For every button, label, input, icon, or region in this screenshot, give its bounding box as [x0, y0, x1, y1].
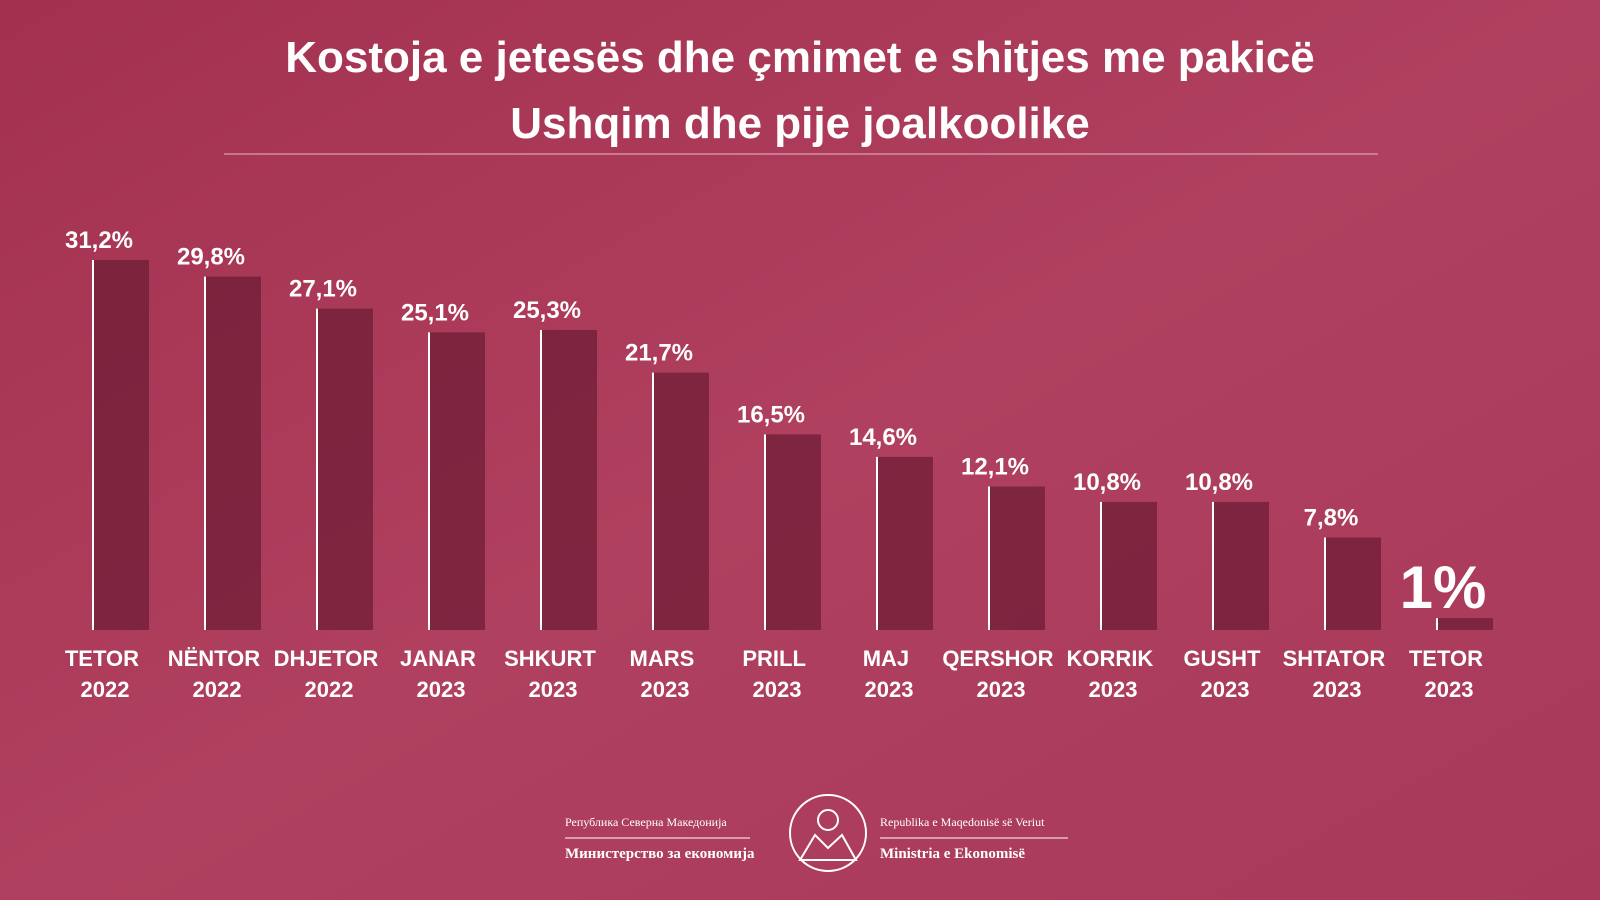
value-label: 29,8%: [177, 244, 245, 271]
x-tick-label: KORRIK 2023: [1067, 646, 1160, 702]
x-tick-line: SHTATOR: [1283, 646, 1392, 671]
bar: [541, 329, 597, 630]
x-tick-line: TETOR: [65, 646, 145, 671]
value-label: 7,8%: [1304, 505, 1359, 532]
bar: [989, 486, 1045, 630]
x-tick-label: SHTATOR 2023: [1283, 646, 1392, 702]
x-tick-line: 2023: [753, 677, 802, 702]
bar: [317, 308, 373, 630]
x-tick-label: DHJETOR 2022: [274, 646, 385, 702]
footer-text: Ministria e Ekonomisë: [880, 846, 1025, 862]
footer-text: Republika e Maqedonisë së Veriut: [880, 815, 1045, 829]
value-label: 16,5%: [737, 401, 805, 428]
x-tick-line: NËNTOR: [168, 646, 267, 671]
footer: Република Северна Македонија Министерств…: [565, 794, 1068, 872]
x-tick-label: MAJ 2023: [863, 646, 916, 702]
x-tick-label: NËNTOR 2022: [168, 646, 267, 702]
value-label: 25,3%: [513, 297, 581, 324]
x-tick-label: TETOR 2022: [65, 646, 145, 702]
x-tick-label: TETOR 2023: [1409, 646, 1489, 702]
x-tick-line: GUSHT: [1183, 646, 1266, 671]
value-label: 21,7%: [625, 340, 693, 367]
value-label: 31,2%: [65, 227, 133, 254]
x-tick-line: TETOR: [1409, 646, 1489, 671]
bar: [1325, 537, 1381, 630]
value-label: 27,1%: [289, 276, 357, 303]
x-tick-line: JANAR: [400, 646, 482, 671]
footer-text: Република Северна Македонија: [565, 815, 727, 829]
x-tick-line: 2023: [529, 677, 578, 702]
x-tick-line: KORRIK: [1067, 646, 1160, 671]
x-tick-label: PRILL 2023: [742, 646, 811, 702]
x-tick-line: 2023: [1313, 677, 1362, 702]
value-label: 25,1%: [401, 299, 469, 326]
x-tick-line: DHJETOR: [274, 646, 385, 671]
x-tick-line: 2023: [977, 677, 1026, 702]
x-tick-label: GUSHT 2023: [1183, 646, 1266, 702]
value-label: 1%: [1400, 554, 1487, 621]
bar: [1437, 618, 1493, 630]
value-label: 10,8%: [1185, 469, 1253, 496]
x-tick-line: 2022: [193, 677, 242, 702]
x-tick-label: JANAR 2023: [400, 646, 482, 702]
bar: [1213, 501, 1269, 630]
x-tick-line: MAJ: [863, 646, 916, 671]
footer-text: Министерство за економија: [565, 846, 755, 862]
x-tick-line: PRILL: [742, 646, 811, 671]
x-tick-line: QERSHOR: [942, 646, 1059, 671]
x-tick-label: MARS 2023: [630, 646, 701, 702]
bar: [765, 434, 821, 630]
x-tick-line: 2023: [865, 677, 914, 702]
value-label: 12,1%: [961, 454, 1029, 481]
x-tick-line: SHKURT: [504, 646, 602, 671]
bar: [429, 332, 485, 630]
chart-title: Kostoja e jetesës dhe çmimet e shitjes m…: [285, 33, 1315, 82]
bar: [653, 372, 709, 630]
x-tick-label: QERSHOR 2023: [942, 646, 1059, 702]
bar: [877, 456, 933, 630]
x-tick-line: 2023: [417, 677, 466, 702]
bar: [93, 260, 149, 630]
emblem: [817, 809, 839, 831]
chart-subtitle: Ushqim dhe pije joalkoolike: [510, 99, 1089, 148]
x-tick-line: 2023: [1201, 677, 1250, 702]
x-tick-line: 2022: [305, 677, 354, 702]
x-tick-line: 2023: [1089, 677, 1138, 702]
x-tick-line: 2023: [641, 677, 690, 702]
emblem: [798, 833, 858, 861]
emblem: [789, 794, 867, 872]
x-tick-line: MARS: [630, 646, 701, 671]
x-tick-line: 2022: [81, 677, 130, 702]
bar: [1101, 501, 1157, 630]
value-label: 10,8%: [1073, 469, 1141, 496]
value-label: 14,6%: [849, 424, 917, 451]
x-tick-label: SHKURT 2023: [504, 646, 602, 702]
x-tick-line: 2023: [1425, 677, 1474, 702]
bar: [205, 276, 261, 630]
